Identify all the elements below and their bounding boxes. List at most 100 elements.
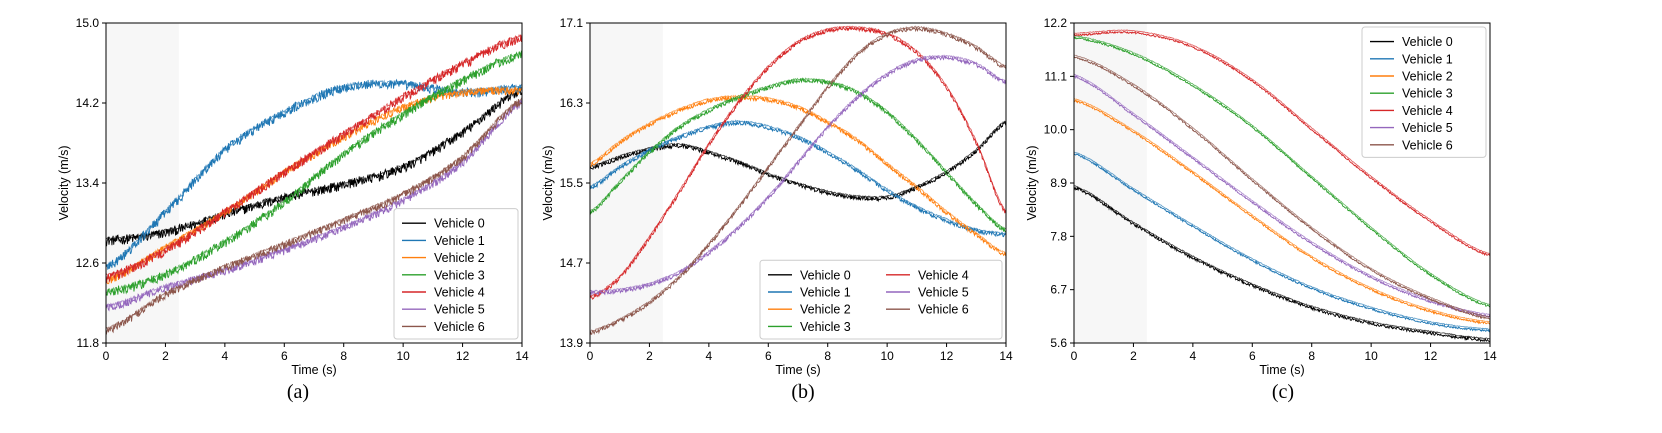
panel-caption: (a) [287,381,309,403]
series-line-vehicle-0 [106,87,522,247]
series-line-vehicle-2-estimate [590,94,1006,254]
series-line-vehicle-2-estimate [1074,97,1490,323]
series-line-vehicle-1-estimate [1074,151,1490,330]
legend-box [759,259,1003,340]
y-tick-label: 15.5 [560,176,584,190]
y-tick-label: 16.3 [560,96,584,110]
series-line-vehicle-6 [1074,55,1490,320]
legend-label: Vehicle 0 [1402,35,1453,49]
legend-label: Vehicle 3 [1402,87,1453,101]
y-tick-label: 14.7 [560,256,584,270]
legend: Vehicle 0 Vehicle 1 Vehicle 2 Vehicle 3 Vehi… [393,208,519,340]
panel-caption: (c) [1272,381,1294,403]
series-line-vehicle-4-estimate [1074,29,1490,255]
legend-label: Vehicle 4 [434,286,485,300]
legend-label: Vehicle 3 [800,320,851,334]
series-line-vehicle-5 [1074,75,1490,318]
x-tick-label: 14 [515,349,529,363]
chart-panel-a: 0 2 4 6 8 10 12 14 11.8 12.6 13.4 14.2 15.0 Time (s) V… [57,16,529,403]
series-line-vehicle-3 [1074,36,1490,308]
x-axis-label: Time (s) [291,363,336,377]
y-tick-label: 12.2 [1044,16,1068,30]
y-tick-label: 10.0 [1044,123,1068,137]
legend-label: Vehicle 1 [434,234,485,248]
y-tick-label: 11.1 [1045,69,1068,83]
y-axis-label: Velocity (m/s) [541,145,555,220]
legend-label: Vehicle 1 [800,286,851,300]
x-tick-label: 10 [1364,349,1378,363]
x-tick-label: 0 [587,349,594,363]
legend: Vehicle 0 Vehicle 1 Vehicle 2 Vehicle 3 Vehi… [1361,26,1487,158]
x-tick-label: 8 [340,349,347,363]
series-line-vehicle-5-estimate [590,54,1006,293]
y-tick-label: 6.7 [1050,283,1067,297]
series-line-vehicle-5-estimate [106,99,522,308]
legend-label: Vehicle 0 [434,217,485,231]
legend-label: Vehicle 1 [1402,52,1453,66]
x-tick-label: 0 [1071,349,1078,363]
x-tick-label: 10 [396,349,410,363]
series-line-vehicle-0-estimate [106,86,522,242]
x-tick-label: 14 [999,349,1013,363]
legend-label: Vehicle 5 [1402,121,1453,135]
x-axis-label: Time (s) [1259,363,1304,377]
y-tick-label: 11.8 [77,336,100,350]
x-tick-label: 8 [824,349,831,363]
legend-box [393,208,519,340]
series-line-vehicle-3-estimate [106,50,522,294]
y-axis-label: Velocity (m/s) [1025,145,1039,220]
legend-label: Vehicle 4 [918,268,969,282]
x-tick-label: 2 [162,349,169,363]
legend-label: Vehicle 2 [434,251,485,265]
series-line-vehicle-4-estimate [590,25,1006,297]
x-tick-label: 4 [706,349,713,363]
x-tick-label: 6 [281,349,288,363]
x-tick-label: 2 [646,349,653,363]
y-tick-label: 12.6 [76,256,100,270]
series-line-vehicle-6 [106,99,522,335]
y-tick-label: 7.8 [1050,229,1067,243]
series-line-vehicle-1 [1074,153,1490,333]
series-line-vehicle-4 [1074,30,1490,257]
legend-label: Vehicle 6 [1402,138,1453,152]
legend-label: Vehicle 5 [918,286,969,300]
series-line-vehicle-4-estimate [106,33,522,278]
x-axis-label: Time (s) [775,363,820,377]
series-line-vehicle-0 [1074,186,1490,343]
series-line-vehicle-6-estimate [590,25,1006,332]
series-line-vehicle-6-estimate [1074,54,1490,318]
series-line-vehicle-1-estimate [590,119,1006,234]
series-line-vehicle-3-estimate [590,77,1006,230]
y-tick-label: 5.6 [1050,336,1067,350]
legend-label: Vehicle 3 [434,268,485,282]
legend-label: Vehicle 4 [1402,104,1453,118]
y-tick-label: 15.0 [76,16,100,30]
x-tick-label: 12 [1424,349,1438,363]
legend-label: Vehicle 6 [434,320,485,334]
y-tick-label: 14.2 [76,96,100,110]
series-line-vehicle-0-estimate [1074,185,1490,340]
x-tick-label: 12 [940,349,954,363]
y-axis-label: Velocity (m/s) [57,145,71,220]
legend-label: Vehicle 6 [918,303,969,317]
legend-box [1361,26,1487,158]
series-line-vehicle-6-estimate [106,97,522,330]
series-line-vehicle-1-estimate [106,79,522,267]
x-tick-label: 14 [1483,349,1497,363]
x-tick-label: 6 [765,349,772,363]
y-tick-label: 13.4 [76,176,100,190]
series-line-vehicle-3-estimate [1074,35,1490,305]
y-tick-label: 17.1 [560,16,584,30]
panel-caption: (b) [791,381,814,403]
legend-label: Vehicle 0 [800,268,851,282]
series-line-vehicle-2 [1074,99,1490,325]
legend-label: Vehicle 5 [434,303,485,317]
chart-panel-c: 0 2 4 6 8 10 12 14 5.6 6.7 7.8 8.9 10.0 11.1 12.2 Time … [1025,16,1497,403]
legend-label: Vehicle 2 [800,303,851,317]
series-line-vehicle-1 [590,119,1006,238]
x-tick-label: 10 [880,349,894,363]
x-tick-label: 0 [103,349,110,363]
x-tick-label: 2 [1130,349,1137,363]
legend-label: Vehicle 2 [1402,70,1453,84]
